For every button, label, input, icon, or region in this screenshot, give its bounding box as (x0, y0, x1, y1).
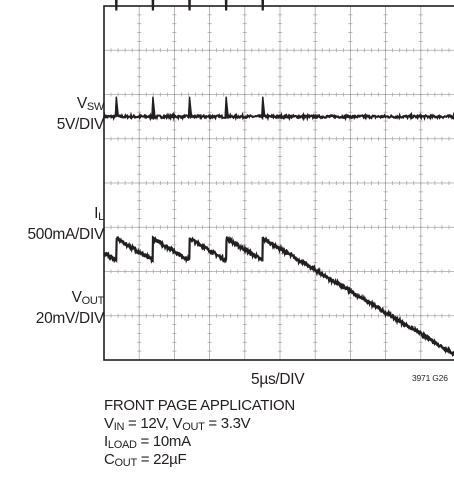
figure-id: 3971 G26 (412, 373, 448, 383)
condition-line: VIN = 12V, VOUT = 3.3V (104, 415, 251, 433)
il-trace (103, 104, 454, 122)
x-axis-label: 5µs/DIV (251, 371, 305, 388)
scope-traces (103, 0, 454, 357)
il-pulse (224, 96, 229, 117)
condition-line: ILOAD = 10mA (104, 433, 191, 451)
vout-trace (103, 235, 454, 357)
vout-channel-label: VOUT 20mV/DIV (35, 289, 105, 327)
scope-grid (104, 6, 454, 360)
il-pulse (151, 96, 156, 117)
vsw-trace (115, 0, 265, 11)
vsw-channel-label: VSW 5V/DIV (56, 95, 105, 133)
condition-line: COUT = 22µF (104, 451, 187, 469)
scope-frame (103, 5, 454, 361)
il-pulse (261, 96, 266, 117)
il-channel-label: IL 500mA/DIV (27, 205, 104, 243)
condition-line: FRONT PAGE APPLICATION (104, 397, 295, 414)
il-pulse (114, 96, 120, 117)
il-pulse (187, 96, 193, 117)
